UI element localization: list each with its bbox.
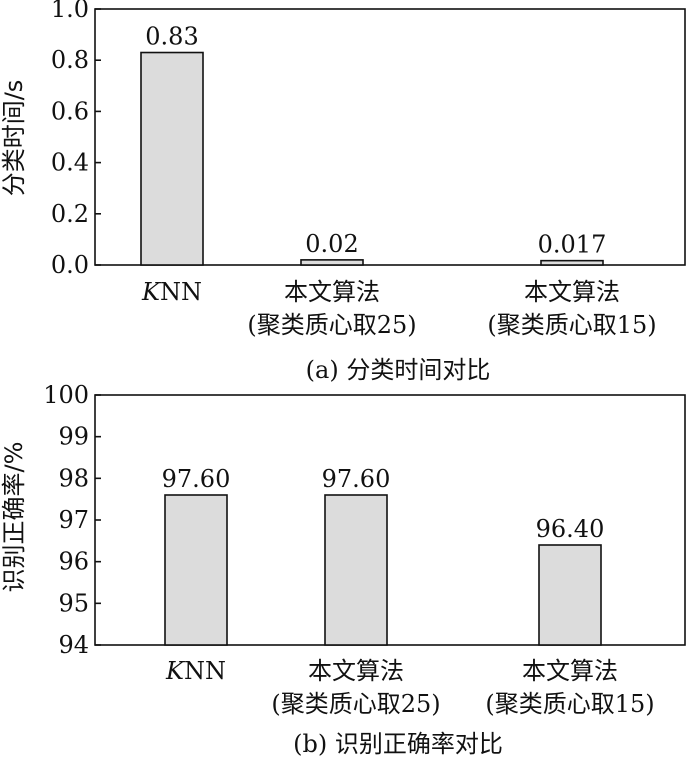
y-tick-label: 0.2 xyxy=(51,200,89,228)
category-label: 本文算法 xyxy=(308,657,404,685)
value-labels: 0.83 0.02 0.017 xyxy=(145,23,606,259)
category-label: KNN xyxy=(141,278,202,306)
y-tick-label: 0.0 xyxy=(51,251,89,279)
chart-caption: (b) 识别正确率对比 xyxy=(293,730,503,758)
value-label: 96.40 xyxy=(536,515,605,543)
bars xyxy=(164,494,602,646)
y-tick-label: 97 xyxy=(58,506,89,534)
y-tick-label: 0.6 xyxy=(51,97,89,125)
y-ticks: 0.0 0.2 0.4 0.6 0.8 1.0 xyxy=(51,0,101,279)
category-label: 本文算法 xyxy=(284,278,380,306)
value-label: 97.60 xyxy=(162,465,231,493)
value-label: 0.02 xyxy=(305,230,358,258)
category-label: KNN xyxy=(165,657,226,685)
value-label: 0.83 xyxy=(145,23,198,51)
y-axis-label: 分类时间/s xyxy=(0,80,28,197)
bar xyxy=(164,494,228,646)
category-label: 本文算法 xyxy=(522,657,618,685)
value-labels: 97.60 97.60 96.40 xyxy=(162,465,605,543)
bar xyxy=(300,259,364,266)
category-label-sub: (聚类质心取15) xyxy=(485,690,654,718)
y-tick-label: 95 xyxy=(58,589,89,617)
y-tick-label: 99 xyxy=(58,423,89,451)
y-ticks: 94 95 96 97 98 99 100 xyxy=(43,381,101,659)
y-tick-label: 96 xyxy=(58,548,89,576)
category-label-sub: (聚类质心取25) xyxy=(247,311,416,339)
value-label: 97.60 xyxy=(322,465,391,493)
y-axis-label: 识别正确率/% xyxy=(0,442,28,593)
y-tick-label: 98 xyxy=(58,464,89,492)
y-tick-label: 1.0 xyxy=(51,0,89,23)
category-label: 本文算法 xyxy=(524,278,620,306)
value-label: 0.017 xyxy=(538,231,607,259)
chart-classification-time: 分类时间/s 0.00.20.40.60.81.0 0.830.02 0.017 … xyxy=(0,0,686,384)
category-labels: KNN 本文算法 (聚类质心取25) 本文算法 (聚类质心取15) xyxy=(165,657,655,718)
bar xyxy=(140,51,204,266)
y-tick-label: 94 xyxy=(58,631,89,659)
y-tick-label: 0.4 xyxy=(51,149,89,177)
plot-frame xyxy=(94,8,686,266)
chart-caption: (a) 分类时间对比 xyxy=(306,356,491,384)
bar xyxy=(540,259,604,266)
bar xyxy=(538,544,602,646)
category-label-sub: (聚类质心取25) xyxy=(271,690,440,718)
bars xyxy=(140,51,604,266)
y-tick-label: 100 xyxy=(43,381,89,409)
category-labels: KNN 本文算法 (聚类质心取25) 本文算法 (聚类质心取15) xyxy=(141,278,657,339)
bar xyxy=(324,494,388,646)
y-tick-label: 0.8 xyxy=(51,46,89,74)
category-label-sub: (聚类质心取15) xyxy=(487,311,656,339)
